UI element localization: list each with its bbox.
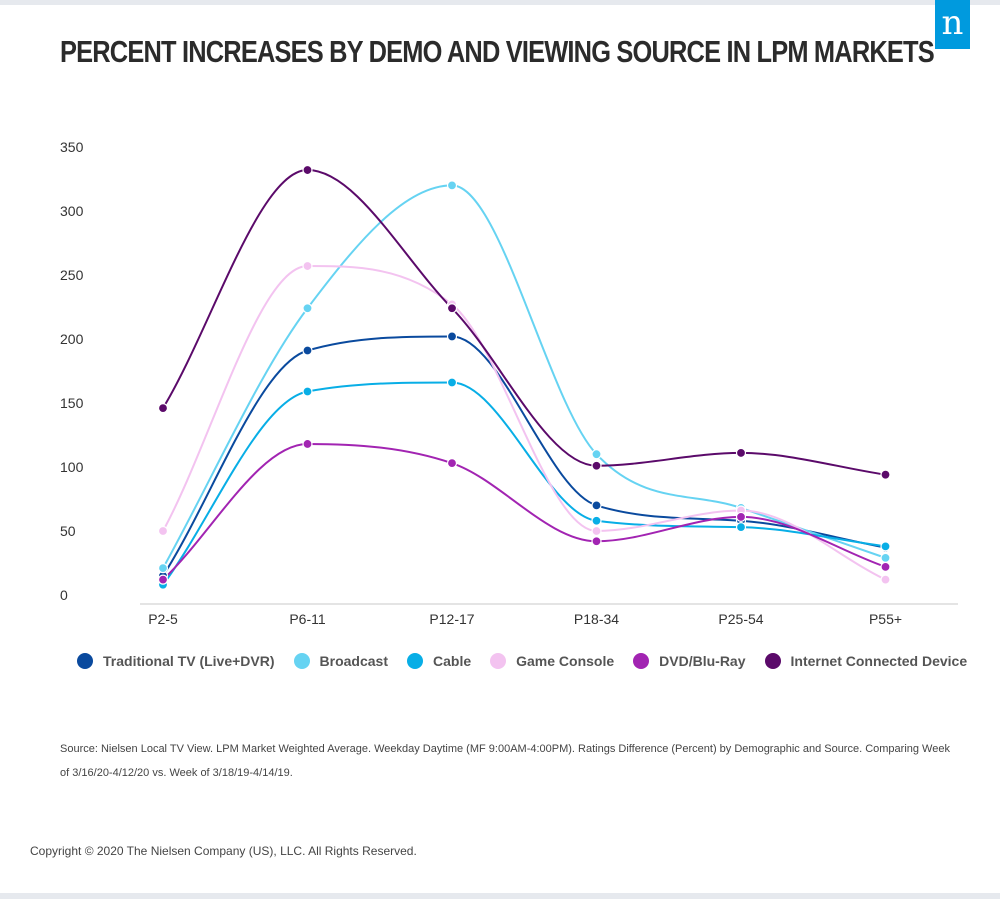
data-point[interactable] (157, 563, 169, 574)
data-point[interactable] (446, 331, 458, 342)
y-tick-label: 350 (60, 139, 84, 155)
data-point[interactable] (302, 164, 313, 176)
y-axis: 0 50 100 150 200 250 300 350 (60, 139, 84, 603)
series-line (162, 381, 886, 586)
series-lines (162, 169, 886, 586)
data-point[interactable] (446, 458, 458, 469)
legend-item[interactable]: Cable (407, 653, 471, 669)
y-tick-label: 300 (60, 203, 84, 219)
legend-label: Cable (433, 653, 472, 669)
x-tick-label: P55+ (869, 611, 902, 627)
series-line (162, 184, 886, 569)
x-axis: P2-5 P6-11 P12-17 P18-34 P25-54 P55+ (148, 611, 902, 627)
y-tick-label: 100 (60, 459, 84, 475)
source-note: Source: Nielsen Local TV View. LPM Marke… (60, 743, 950, 779)
x-tick-label: P18-34 (574, 611, 619, 627)
legend-label: DVD/Blu-Ray (659, 653, 746, 669)
legend: Traditional TV (Live+DVR) Broadcast Cable G… (77, 653, 986, 669)
legend-label: Internet Connected Device (790, 653, 968, 669)
data-point[interactable] (157, 403, 169, 414)
data-point[interactable] (735, 511, 747, 523)
series-line (162, 442, 886, 581)
data-point[interactable] (302, 345, 313, 356)
legend-label: Broadcast (319, 653, 388, 669)
data-point[interactable] (880, 574, 891, 585)
legend-item[interactable]: Traditional TV (Live+DVR) (77, 653, 275, 669)
legend-swatch-icon (633, 653, 650, 669)
data-point[interactable] (735, 447, 747, 459)
data-point[interactable] (880, 561, 891, 572)
series-line (162, 169, 886, 476)
data-point[interactable] (302, 303, 313, 314)
x-tick-label: P25-54 (718, 611, 763, 627)
legend-swatch-icon (490, 653, 507, 669)
data-point[interactable] (302, 260, 313, 272)
data-point[interactable] (591, 525, 602, 537)
line-chart: 0 50 100 150 200 250 300 350 P2-5 P6-11 P12-17 P18… (60, 139, 958, 627)
y-tick-label: 150 (60, 395, 84, 411)
data-point[interactable] (880, 469, 891, 480)
legend-item[interactable]: Game Console (490, 653, 614, 669)
y-tick-label: 200 (60, 331, 84, 347)
legend-swatch-icon (764, 653, 781, 669)
y-tick-label: 250 (60, 267, 84, 283)
nielsen-logo-icon: n (935, 0, 970, 49)
series-points (157, 164, 891, 590)
legend-item[interactable]: Internet Connected Device (764, 653, 968, 669)
data-point[interactable] (446, 377, 458, 388)
x-tick-label: P2-5 (148, 611, 178, 627)
data-point[interactable] (157, 525, 169, 537)
copyright-text: Copyright © 2020 The Nielsen Company (US… (30, 844, 417, 858)
data-point[interactable] (591, 536, 602, 547)
data-point[interactable] (591, 515, 602, 526)
bottom-border (0, 893, 1000, 899)
data-point[interactable] (880, 541, 891, 552)
data-point[interactable] (446, 180, 458, 191)
data-point[interactable] (446, 303, 458, 314)
data-point[interactable] (880, 552, 891, 563)
legend-swatch-icon (407, 653, 423, 669)
chart-title: PERCENT INCREASES BY DEMO AND VIEWING SO… (60, 34, 935, 69)
data-point[interactable] (302, 438, 313, 450)
data-point[interactable] (735, 522, 747, 533)
data-point[interactable] (302, 386, 313, 397)
legend-swatch-icon (293, 653, 310, 669)
legend-item[interactable]: DVD/Blu-Ray (633, 653, 746, 669)
data-point[interactable] (591, 460, 602, 471)
y-tick-label: 50 (60, 523, 76, 539)
legend-label: Traditional TV (Live+DVR) (103, 653, 275, 669)
series-line (162, 265, 886, 581)
legend-swatch-icon (77, 653, 93, 669)
x-tick-label: P12-17 (429, 611, 474, 627)
y-tick-label: 0 (60, 587, 68, 603)
x-tick-label: P6-11 (289, 611, 326, 627)
top-border (0, 0, 1000, 5)
legend-item[interactable]: Broadcast (293, 653, 388, 669)
legend-label: Game Console (516, 653, 615, 669)
data-point[interactable] (591, 449, 602, 460)
data-point[interactable] (591, 500, 602, 511)
data-point[interactable] (157, 574, 169, 585)
